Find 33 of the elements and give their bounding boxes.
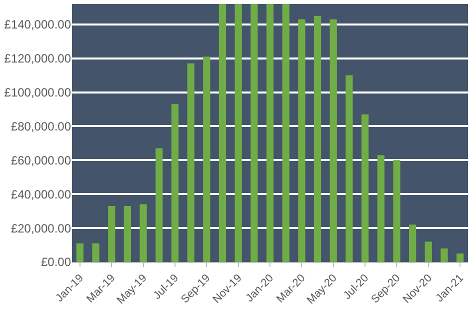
bar: [203, 56, 210, 262]
y-tick-label: £80,000.00: [10, 119, 72, 134]
bar: [456, 254, 464, 262]
y-tick-label: £20,000.00: [10, 221, 72, 236]
bar: [218, 4, 226, 262]
bar: [187, 63, 194, 262]
bar: [361, 114, 369, 262]
bar: [108, 206, 116, 262]
bar: [171, 104, 179, 262]
bar: [140, 204, 147, 262]
bar: [156, 148, 163, 262]
bar: [124, 206, 131, 262]
bar: [377, 155, 384, 262]
bar: [234, 4, 242, 262]
y-tick-label: £60,000.00: [10, 153, 72, 168]
bar: [282, 4, 290, 262]
y-tick-label: £120,000.00: [4, 52, 72, 66]
bar: [298, 19, 306, 262]
bar: [424, 242, 432, 262]
bar: [409, 224, 416, 262]
y-tick-label: £40,000.00: [10, 187, 72, 202]
bar: [76, 243, 84, 262]
y-tick-label: £140,000.00: [4, 18, 72, 32]
bar: [393, 160, 400, 262]
bar: [92, 243, 100, 262]
bar: [330, 19, 337, 262]
y-tick-label: £100,000.00: [4, 85, 72, 100]
y-tick-label: £0.00: [40, 255, 72, 270]
bar: [346, 75, 353, 262]
bar: [266, 4, 274, 262]
bar: [314, 16, 322, 262]
bar: [250, 4, 258, 262]
bar: [440, 248, 448, 262]
